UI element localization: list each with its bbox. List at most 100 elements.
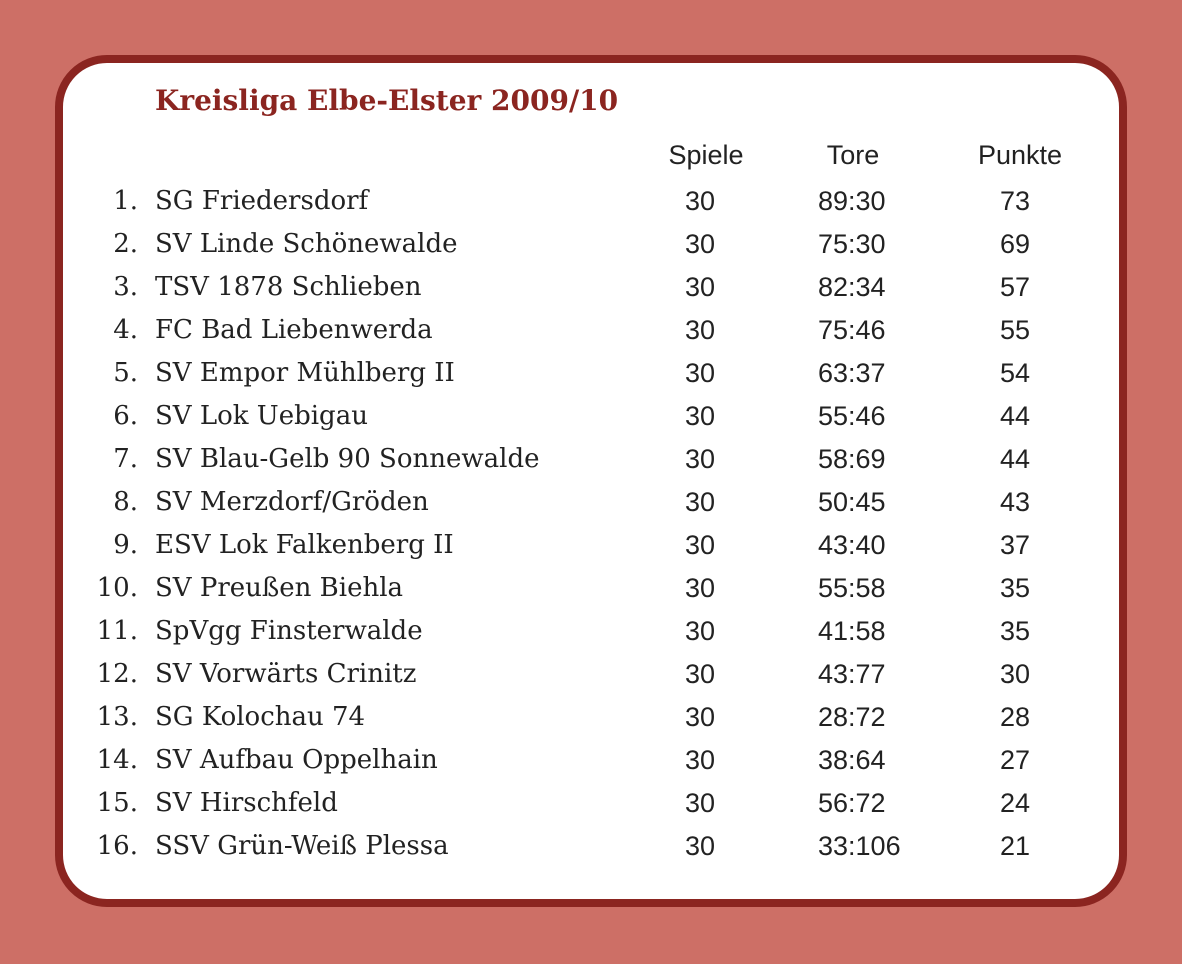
team-name: SV Blau-Gelb 90 Sonnewalde (155, 444, 540, 474)
rank: 6. (113, 401, 138, 431)
rank: 16. (96, 831, 138, 861)
goals: 43:77 (818, 659, 886, 689)
table-row: 5. SV Empor Mühlberg II 30 63:37 54 (0, 358, 1182, 401)
table-row: 9. ESV Lok Falkenberg II 30 43:40 37 (0, 530, 1182, 573)
points: 24 (999, 788, 1031, 818)
games-played: 30 (684, 530, 716, 560)
rank: 4. (113, 315, 138, 345)
team-name: SSV Grün-Weiß Plessa (155, 831, 449, 861)
table-row: 13. SG Kolochau 74 30 28:72 28 (0, 702, 1182, 745)
points: 43 (999, 487, 1031, 517)
points: 21 (999, 831, 1031, 861)
goals: 43:40 (818, 530, 886, 560)
team-name: SV Vorwärts Crinitz (155, 659, 417, 689)
standings-card (55, 55, 1127, 907)
header-points: Punkte (977, 140, 1063, 170)
games-played: 30 (684, 358, 716, 388)
goals: 55:58 (818, 573, 886, 603)
team-name: TSV 1878 Schlieben (155, 272, 422, 302)
header-goals: Tore (826, 140, 880, 170)
points: 30 (999, 659, 1031, 689)
games-played: 30 (684, 659, 716, 689)
team-name: SV Merzdorf/Gröden (155, 487, 429, 517)
goals: 28:72 (818, 702, 886, 732)
goals: 50:45 (818, 487, 886, 517)
goals: 75:46 (818, 315, 886, 345)
table-row: 6. SV Lok Uebigau 30 55:46 44 (0, 401, 1182, 444)
points: 28 (999, 702, 1031, 732)
goals: 33:106 (818, 831, 901, 861)
goals: 38:64 (818, 745, 886, 775)
games-played: 30 (684, 401, 716, 431)
table-row: 8. SV Merzdorf/Gröden 30 50:45 43 (0, 487, 1182, 530)
team-name: SV Linde Schönewalde (155, 229, 458, 259)
rank: 7. (113, 444, 138, 474)
table-row: 14. SV Aufbau Oppelhain 30 38:64 27 (0, 745, 1182, 788)
goals: 89:30 (818, 186, 886, 216)
header-games: Spiele (668, 140, 744, 170)
goals: 75:30 (818, 229, 886, 259)
games-played: 30 (684, 272, 716, 302)
team-name: ESV Lok Falkenberg II (155, 530, 454, 560)
points: 44 (999, 444, 1031, 474)
goals: 55:46 (818, 401, 886, 431)
games-played: 30 (684, 229, 716, 259)
goals: 41:58 (818, 616, 886, 646)
rank: 12. (96, 659, 138, 689)
team-name: SV Lok Uebigau (155, 401, 368, 431)
team-name: SV Empor Mühlberg II (155, 358, 455, 388)
rank: 14. (96, 745, 138, 775)
team-name: FC Bad Liebenwerda (155, 315, 433, 345)
team-name: SG Kolochau 74 (155, 702, 366, 732)
points: 54 (999, 358, 1031, 388)
rank: 10. (96, 573, 138, 603)
team-name: SV Preußen Biehla (155, 573, 404, 603)
points: 44 (999, 401, 1031, 431)
table-row: 4. FC Bad Liebenwerda 30 75:46 55 (0, 315, 1182, 358)
games-played: 30 (684, 788, 716, 818)
games-played: 30 (684, 315, 716, 345)
goals: 58:69 (818, 444, 886, 474)
games-played: 30 (684, 745, 716, 775)
points: 57 (999, 272, 1031, 302)
table-title: Kreisliga Elbe-Elster 2009/10 (155, 84, 619, 117)
points: 55 (999, 315, 1031, 345)
table-row: 1. SG Friedersdorf 30 89:30 73 (0, 186, 1182, 229)
rank: 1. (113, 186, 138, 216)
points: 69 (999, 229, 1031, 259)
table-row: 12. SV Vorwärts Crinitz 30 43:77 30 (0, 659, 1182, 702)
rank: 15. (96, 788, 138, 818)
goals: 82:34 (818, 272, 886, 302)
rank: 13. (96, 702, 138, 732)
points: 73 (999, 186, 1031, 216)
table-row: 15. SV Hirschfeld 30 56:72 24 (0, 788, 1182, 831)
points: 35 (999, 573, 1031, 603)
team-name: SG Friedersdorf (155, 186, 369, 216)
points: 35 (999, 616, 1031, 646)
games-played: 30 (684, 702, 716, 732)
rank: 3. (113, 272, 138, 302)
points: 27 (999, 745, 1031, 775)
table-row: 16. SSV Grün-Weiß Plessa 30 33:106 21 (0, 831, 1182, 874)
rank: 9. (113, 530, 138, 560)
goals: 56:72 (818, 788, 886, 818)
team-name: SpVgg Finsterwalde (155, 616, 423, 646)
games-played: 30 (684, 186, 716, 216)
points: 37 (999, 530, 1031, 560)
games-played: 30 (684, 444, 716, 474)
rank: 11. (96, 616, 138, 646)
games-played: 30 (684, 831, 716, 861)
table-row: 3. TSV 1878 Schlieben 30 82:34 57 (0, 272, 1182, 315)
rank: 8. (113, 487, 138, 517)
team-name: SV Aufbau Oppelhain (155, 745, 438, 775)
rank: 2. (113, 229, 138, 259)
table-row: 10. SV Preußen Biehla 30 55:58 35 (0, 573, 1182, 616)
table-row: 7. SV Blau-Gelb 90 Sonnewalde 30 58:69 4… (0, 444, 1182, 487)
goals: 63:37 (818, 358, 886, 388)
table-row: 2. SV Linde Schönewalde 30 75:30 69 (0, 229, 1182, 272)
rank: 5. (113, 358, 138, 388)
games-played: 30 (684, 616, 716, 646)
table-row: 11. SpVgg Finsterwalde 30 41:58 35 (0, 616, 1182, 659)
games-played: 30 (684, 573, 716, 603)
games-played: 30 (684, 487, 716, 517)
